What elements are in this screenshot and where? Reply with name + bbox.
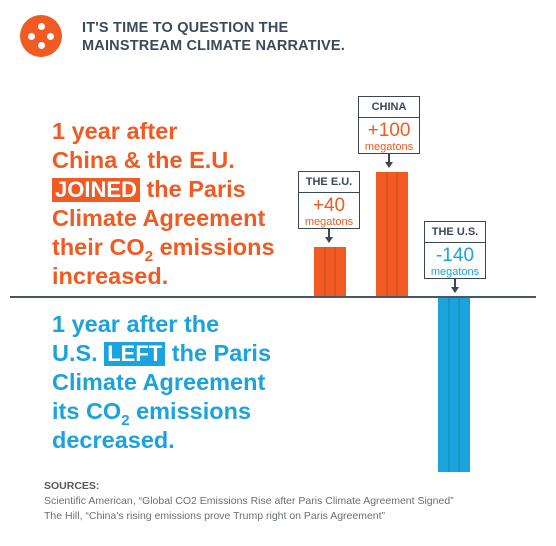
bar-label-box: THE U.S. -140 megatons — [424, 221, 486, 279]
bar-the-u-s — [438, 297, 470, 472]
bar-unit-label: megatons — [304, 216, 354, 228]
increase-line-6: increased. — [52, 263, 169, 289]
bar-label-name: CHINA — [359, 97, 419, 118]
bar-value-label: +40 — [312, 195, 346, 216]
brand-logo — [20, 15, 62, 57]
co2-subscript-2: 2 — [121, 412, 130, 429]
decrease-line-3: Climate Agreement — [52, 369, 266, 395]
joined-highlight: JOINED — [52, 178, 140, 202]
label-arrow-icon — [451, 287, 459, 293]
increase-line-3: JOINED the Paris — [52, 175, 275, 204]
header-line-2: MAINSTREAM CLIMATE NARRATIVE. — [82, 38, 346, 54]
decrease-statement: 1 year after the U.S. LEFT the Paris Cli… — [52, 310, 271, 455]
co2-subscript: 2 — [144, 248, 154, 265]
increase-line-2: China & the E.U. — [52, 147, 235, 173]
source-item-1: Scientific American, “Global CO2 Emissio… — [44, 495, 454, 507]
bar-label-box: THE E.U. +40 megatons — [298, 171, 360, 229]
bar-unit-label: megatons — [364, 141, 414, 153]
bar-china — [376, 172, 408, 297]
source-item-2: The Hill, “China's rising emissions prov… — [44, 510, 386, 522]
decrease-line-1: 1 year after the — [52, 311, 220, 337]
increase-line-4: Climate Agreement — [52, 205, 266, 231]
bar-value-label: +100 — [367, 120, 411, 141]
increase-line-5-b: emissions — [153, 234, 275, 260]
header-line-1: IT'S TIME TO QUESTION THE — [82, 20, 289, 36]
decrease-line-5: decreased. — [52, 427, 175, 453]
bar-label-name: THE E.U. — [299, 172, 359, 193]
decrease-line-4-b: emissions — [129, 398, 252, 424]
sources-heading: SOURCES: — [44, 480, 100, 492]
bar-unit-label: megatons — [430, 266, 480, 278]
decrease-line-4: its CO2 emissions — [52, 397, 271, 429]
label-connector — [454, 279, 456, 287]
increase-line-1: 1 year after — [52, 118, 178, 144]
header-title: IT'S TIME TO QUESTION THE MAINSTREAM CLI… — [82, 19, 345, 55]
bar-label-name: THE U.S. — [425, 222, 485, 243]
decrease-line-2-a: U.S. — [52, 340, 105, 366]
bar-the-e-u — [314, 247, 346, 297]
increase-line-5-a: their CO — [52, 234, 145, 260]
decrease-line-2-rest: the Paris — [165, 340, 272, 366]
increase-line-5: their CO2 emissions — [52, 233, 275, 265]
zero-baseline — [10, 296, 536, 298]
label-connector — [328, 229, 330, 237]
increase-statement: 1 year after China & the E.U. JOINED the… — [52, 117, 275, 291]
label-arrow-icon — [385, 162, 393, 168]
decrease-line-4-a: its CO — [52, 398, 122, 424]
bar-label-box: CHINA +100 megatons — [358, 96, 420, 154]
increase-line-3-rest: the Paris — [139, 176, 246, 202]
label-arrow-icon — [325, 237, 333, 243]
sources: SOURCES: Scientific American, “Global CO… — [44, 479, 454, 524]
bar-value-label: -140 — [435, 245, 475, 266]
label-connector — [388, 154, 390, 162]
left-highlight: LEFT — [104, 342, 166, 366]
decrease-line-2: U.S. LEFT the Paris — [52, 339, 271, 368]
